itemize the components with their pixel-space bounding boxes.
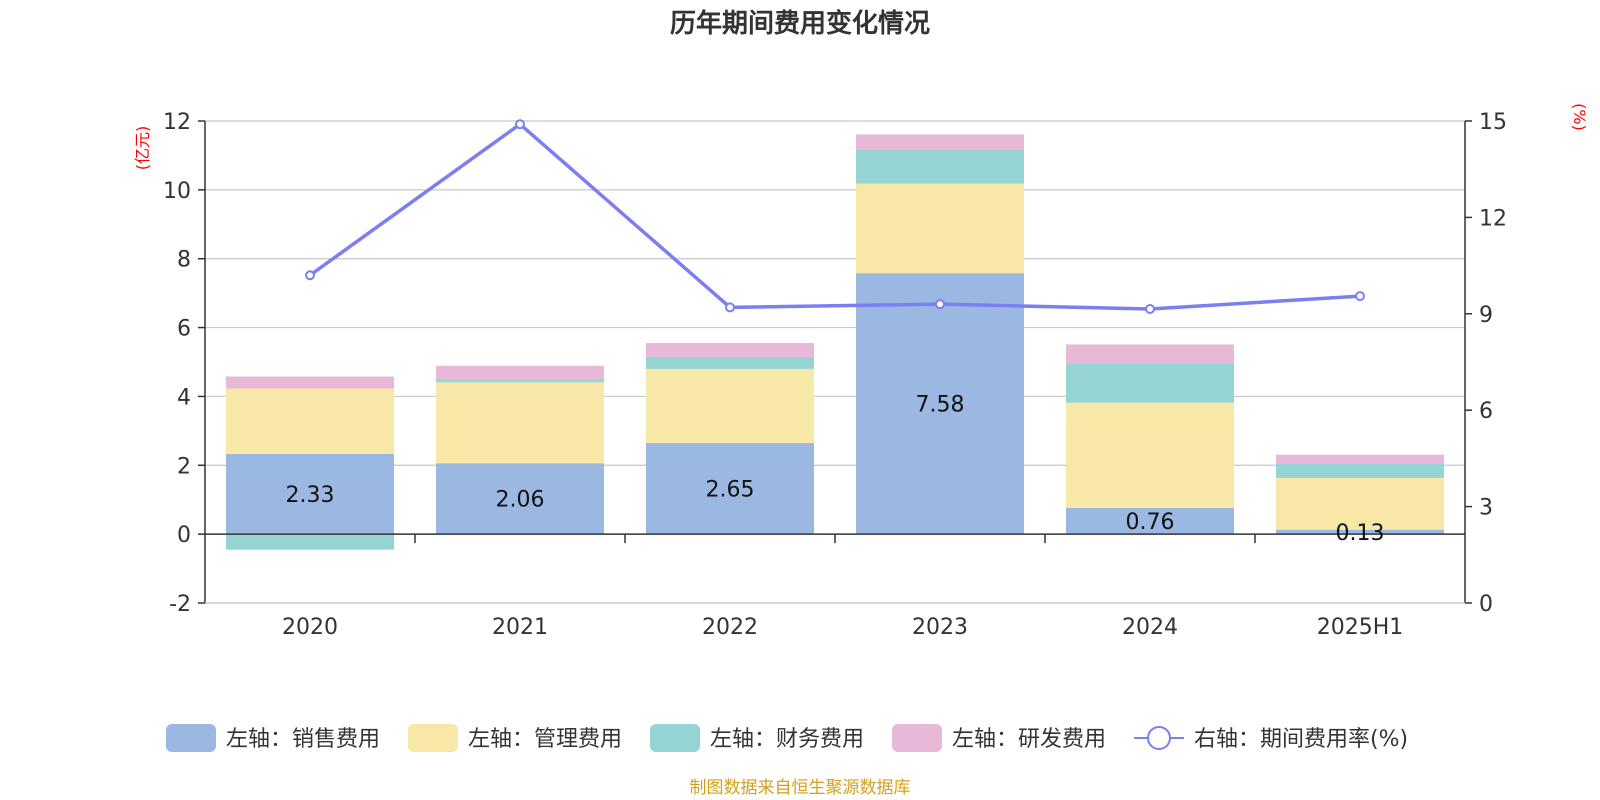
bar-左轴：财务费用-2024 <box>1066 363 1234 403</box>
bar-左轴：销售费用-2020 <box>226 453 394 535</box>
x-tick-label: 2024 <box>1122 615 1178 640</box>
bar-左轴：财务费用-2020 <box>226 534 394 550</box>
left-tick-label: 2 <box>177 454 191 479</box>
bar-左轴：研发费用-2020 <box>226 376 394 389</box>
rate-point <box>305 270 315 281</box>
rate-line-series <box>305 119 1365 314</box>
bar-左轴：管理费用-2025H1 <box>1276 478 1444 530</box>
bar-左轴：管理费用-2023 <box>856 183 1024 274</box>
bar-左轴：财务费用-2025H1 <box>1276 463 1444 479</box>
legend: 左轴：销售费用 左轴：管理费用 左轴：财务费用 左轴：研发费用 右轴：期间费用率(%) <box>166 724 1408 752</box>
bar-左轴：研发费用-2025H1 <box>1276 454 1444 464</box>
source-note: 制图数据来自恒生聚源数据库 <box>690 778 911 798</box>
rate-point <box>935 299 945 310</box>
right-tick-label: 6 <box>1479 399 1493 424</box>
data-label: 0.76 <box>1126 510 1175 535</box>
legend-item: 左轴：财务费用 <box>650 724 864 752</box>
legend-item: 左轴：销售费用 <box>166 724 380 752</box>
bar-左轴：财务费用-2022 <box>646 356 814 369</box>
left-axis-unit: (亿元) <box>133 126 152 171</box>
chart-title: 历年期间费用变化情况 <box>670 8 930 39</box>
legend-swatch <box>892 724 942 752</box>
axes: 2020 2021 2022 2023 2024 2025H1 -2 0 2 4 6 8 10 12 0 3 6… <box>163 110 1507 640</box>
bar-左轴：销售费用-2021 <box>436 463 604 535</box>
data-labels: 2.33 2.06 2.65 7.58 0.76 0.13 <box>286 393 1385 546</box>
bar-左轴：销售费用-2022 <box>646 442 814 535</box>
rate-point <box>1355 291 1365 302</box>
left-tick-label: 8 <box>177 248 191 273</box>
bar-左轴：研发费用-2024 <box>1066 344 1234 364</box>
legend-label: 左轴：管理费用 <box>468 727 622 752</box>
data-label: 2.65 <box>706 478 755 503</box>
legend-label: 左轴：研发费用 <box>952 727 1106 752</box>
bar-series <box>226 134 1444 550</box>
legend-item: 左轴：研发费用 <box>892 724 1106 752</box>
bar-左轴：销售费用-2023 <box>856 273 1024 535</box>
legend-swatch <box>650 724 700 752</box>
data-label: 7.58 <box>916 393 965 418</box>
left-tick-label: 12 <box>163 110 191 135</box>
bar-左轴：销售费用-2025H1 <box>1276 529 1444 535</box>
legend-item: 左轴：管理费用 <box>408 724 622 752</box>
right-axis-unit: (%) <box>1570 103 1589 131</box>
rate-point <box>725 302 735 313</box>
data-label: 2.33 <box>286 483 335 508</box>
right-tick-label: 12 <box>1479 206 1507 231</box>
left-tick-label: 6 <box>177 317 191 342</box>
right-tick-label: 15 <box>1479 110 1507 135</box>
legend-swatch <box>166 724 216 752</box>
rate-point <box>1145 303 1155 314</box>
x-tick-label: 2021 <box>492 615 548 640</box>
bar-左轴：研发费用-2021 <box>436 365 604 380</box>
x-tick-label: 2022 <box>702 615 758 640</box>
right-tick-label: 0 <box>1479 592 1493 617</box>
legend-marker <box>1147 726 1171 750</box>
right-tick-label: 3 <box>1479 496 1493 521</box>
x-tick-label: 2020 <box>282 615 338 640</box>
bar-左轴：研发费用-2022 <box>646 343 814 357</box>
legend-label: 左轴：销售费用 <box>226 727 380 752</box>
bar-左轴：管理费用-2022 <box>646 368 814 443</box>
gridlines <box>205 120 1465 604</box>
x-tick-label: 2023 <box>912 615 968 640</box>
bar-左轴：销售费用-2024 <box>1066 507 1234 535</box>
legend-swatch <box>408 724 458 752</box>
right-tick-label: 9 <box>1479 303 1493 328</box>
legend-label: 左轴：财务费用 <box>710 727 864 752</box>
left-tick-label: 10 <box>163 179 191 204</box>
bar-左轴：管理费用-2024 <box>1066 402 1234 508</box>
bar-左轴：管理费用-2020 <box>226 388 394 454</box>
bar-左轴：研发费用-2023 <box>856 134 1024 150</box>
legend-label: 右轴：期间费用率(%) <box>1194 727 1408 752</box>
legend-item: 右轴：期间费用率(%) <box>1134 726 1408 752</box>
data-label: 0.13 <box>1336 521 1385 546</box>
left-tick-label: -2 <box>169 592 191 617</box>
rate-point <box>515 119 525 130</box>
bar-左轴：财务费用-2023 <box>856 149 1024 184</box>
rate-line <box>308 122 1361 311</box>
x-tick-label: 2025H1 <box>1317 615 1404 640</box>
bar-左轴：财务费用-2021 <box>436 379 604 383</box>
data-label: 2.06 <box>496 488 545 513</box>
left-tick-label: 4 <box>177 385 191 410</box>
left-tick-label: 0 <box>177 523 191 548</box>
bar-左轴：管理费用-2021 <box>436 382 604 464</box>
